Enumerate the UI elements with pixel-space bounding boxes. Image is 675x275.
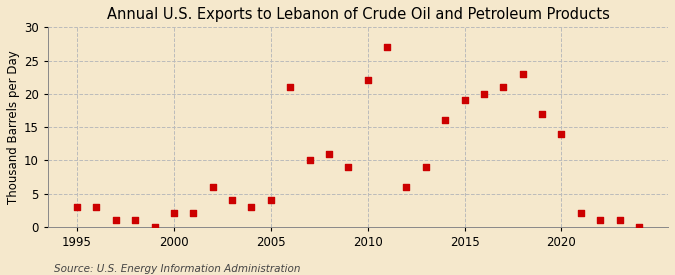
Point (421, 165, 431, 169)
Point (498, 85, 509, 89)
Point (479, 92, 489, 96)
Point (72, 205, 82, 209)
Point (265, 198, 276, 202)
Point (188, 211, 198, 216)
Point (304, 158, 315, 163)
Point (169, 211, 180, 216)
Point (91, 205, 102, 209)
Point (227, 198, 238, 202)
Point (381, 45, 392, 50)
Point (149, 225, 160, 229)
Point (556, 131, 567, 136)
Point (285, 85, 296, 89)
Point (634, 225, 645, 229)
Point (111, 218, 122, 222)
Point (537, 112, 547, 116)
Point (246, 205, 257, 209)
Point (595, 218, 605, 222)
Y-axis label: Thousand Barrels per Day: Thousand Barrels per Day (7, 50, 20, 204)
Point (517, 72, 528, 76)
Text: Source: U.S. Energy Information Administration: Source: U.S. Energy Information Administ… (54, 264, 300, 274)
Title: Annual U.S. Exports to Lebanon of Crude Oil and Petroleum Products: Annual U.S. Exports to Lebanon of Crude … (107, 7, 610, 22)
Point (362, 78, 373, 83)
Point (459, 98, 470, 103)
Point (401, 185, 412, 189)
Point (130, 218, 140, 222)
Point (576, 211, 587, 216)
Point (207, 185, 218, 189)
Point (440, 118, 451, 123)
Point (614, 218, 625, 222)
Point (323, 152, 334, 156)
Point (343, 165, 354, 169)
